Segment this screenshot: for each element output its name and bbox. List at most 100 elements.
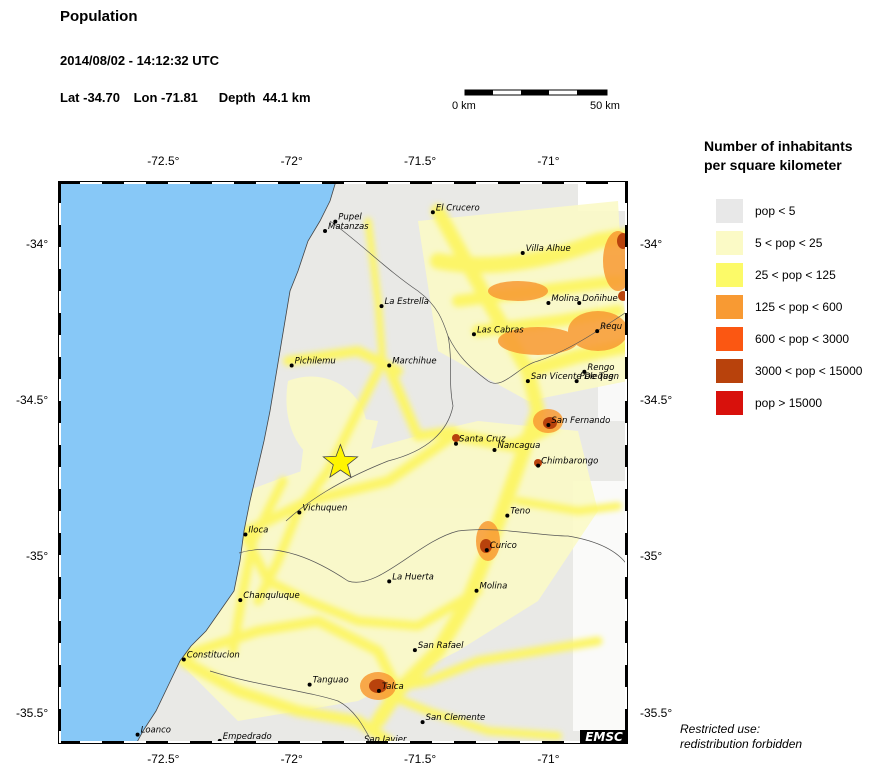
city-marker (420, 720, 425, 725)
city-label: Las Cabras (477, 325, 524, 335)
city-label: Vichuquen (302, 504, 347, 514)
city-marker (387, 363, 392, 368)
city-label: Tanguao (313, 676, 349, 686)
city-marker (520, 250, 525, 255)
city-label: Pupel (338, 213, 362, 223)
city-label: Villa Alhue (526, 244, 571, 254)
city-marker (546, 422, 551, 427)
city-label: San Fernando (551, 416, 610, 426)
city-label: Constitucion (187, 651, 240, 661)
city-label: Iloca (248, 525, 268, 535)
city-label: Curico (490, 541, 517, 551)
legend-swatch (716, 359, 743, 383)
event-depth: Depth 44.1 km (218, 90, 311, 105)
city-marker (243, 532, 248, 537)
scale-start-label: 0 km (452, 100, 476, 112)
city-marker (577, 300, 582, 305)
restricted-use-note: Restricted use: redistribution forbidden (680, 722, 802, 752)
city-marker (333, 219, 338, 224)
legend-label: 5 < pop < 25 (755, 236, 823, 250)
lon-tick-label-top: -71° (537, 154, 560, 168)
frame-border (58, 181, 628, 744)
city-label: Teno (510, 507, 530, 517)
city-marker (484, 548, 489, 553)
city-label: Molina (551, 294, 579, 304)
city-label: El Crucero (436, 203, 480, 213)
urban-cores (369, 233, 628, 693)
city-label: Marchihue (392, 357, 436, 367)
ocean (58, 181, 336, 744)
coastline (135, 181, 337, 744)
city-marker (525, 379, 530, 384)
legend-title: Number of inhabitants per square kilomet… (704, 137, 853, 175)
legend-swatch (716, 199, 743, 223)
lat-tick-label-left: -35.5° (16, 705, 49, 720)
emsc-badge (580, 730, 628, 744)
event-coordinates: Lat -34.70 Lon -71.81 Depth 44.1 km (60, 90, 321, 105)
city-label: La Huerta (392, 572, 434, 582)
legend-label: 25 < pop < 125 (755, 268, 836, 282)
lon-tick-label-bottom: -72.5° (147, 752, 180, 766)
legend-label: pop > 15000 (755, 396, 823, 410)
city-label: Doñihue (582, 294, 618, 304)
legend-swatch (716, 263, 743, 287)
scale-bar (464, 89, 608, 96)
city-marker (289, 363, 294, 368)
city-label: Santa Cruz (459, 435, 506, 445)
city-label: San Javier (364, 735, 407, 744)
city-marker (453, 441, 458, 446)
city-marker (582, 369, 587, 374)
city-label: San Rafael (418, 641, 464, 651)
lon-tick-label-bottom: -71.5° (404, 752, 437, 766)
city-label: Nancagua (497, 441, 540, 451)
city-label: Loanco (141, 726, 171, 736)
city-marker (297, 510, 302, 515)
region-boundaries (209, 220, 628, 744)
city-label: Empedrado (223, 732, 272, 742)
legend-swatch (716, 295, 743, 319)
legend-title-line1: Number of inhabitants (704, 138, 853, 154)
city-label: Molina (480, 582, 508, 592)
city-marker (574, 379, 579, 384)
populated-corridors (177, 204, 628, 744)
legend-label: pop < 5 (755, 204, 796, 218)
city-marker (379, 304, 384, 309)
lon-tick-label-top: -72° (280, 154, 303, 168)
city-label: La Estrella (385, 297, 429, 307)
city-marker (546, 300, 551, 305)
legend-title-line2: per square kilometer (704, 157, 842, 173)
map-title: Population (60, 8, 138, 25)
city-label: Chimbarongo (541, 457, 598, 467)
event-lon: Lon -71.81 (133, 90, 198, 105)
city-marker (505, 513, 510, 518)
lat-tick-label-left: -35° (26, 549, 49, 564)
emsc-badge-text: EMSC (585, 730, 623, 744)
event-lat: Lat -34.70 (60, 90, 120, 105)
legend-label: 600 < pop < 3000 (755, 332, 850, 346)
lat-tick-label-left: -34° (26, 236, 49, 251)
legend-swatch (716, 327, 743, 351)
city-label: Matanzas (328, 222, 369, 232)
city-label: San Clemente (426, 713, 486, 723)
event-datetime: 2014/08/02 - 14:12:32 UTC (60, 53, 219, 68)
restricted-line1: Restricted use: (680, 722, 761, 736)
lat-tick-label-right: -35.5° (640, 705, 673, 720)
city-marker (181, 657, 186, 662)
lat-tick-label-left: -34.5° (16, 392, 49, 407)
city-marker (536, 463, 541, 468)
city-marker (471, 332, 476, 337)
city-label: San Vicente De Tag (531, 372, 614, 382)
city-marker (238, 598, 243, 603)
city-label: Pichilemu (295, 357, 336, 367)
lat-tick-label-right: -34° (640, 236, 663, 251)
scale-end-label: 50 km (590, 100, 620, 112)
city-marker (135, 732, 140, 737)
epicenter-star-icon (322, 443, 359, 479)
lon-tick-label-top: -71.5° (404, 154, 437, 168)
lon-tick-label-top: -72.5° (147, 154, 180, 168)
city-marker (595, 329, 600, 334)
city-marker (387, 579, 392, 584)
legend-label: 125 < pop < 600 (755, 300, 843, 314)
legend-label: 3000 < pop < 15000 (755, 364, 863, 378)
